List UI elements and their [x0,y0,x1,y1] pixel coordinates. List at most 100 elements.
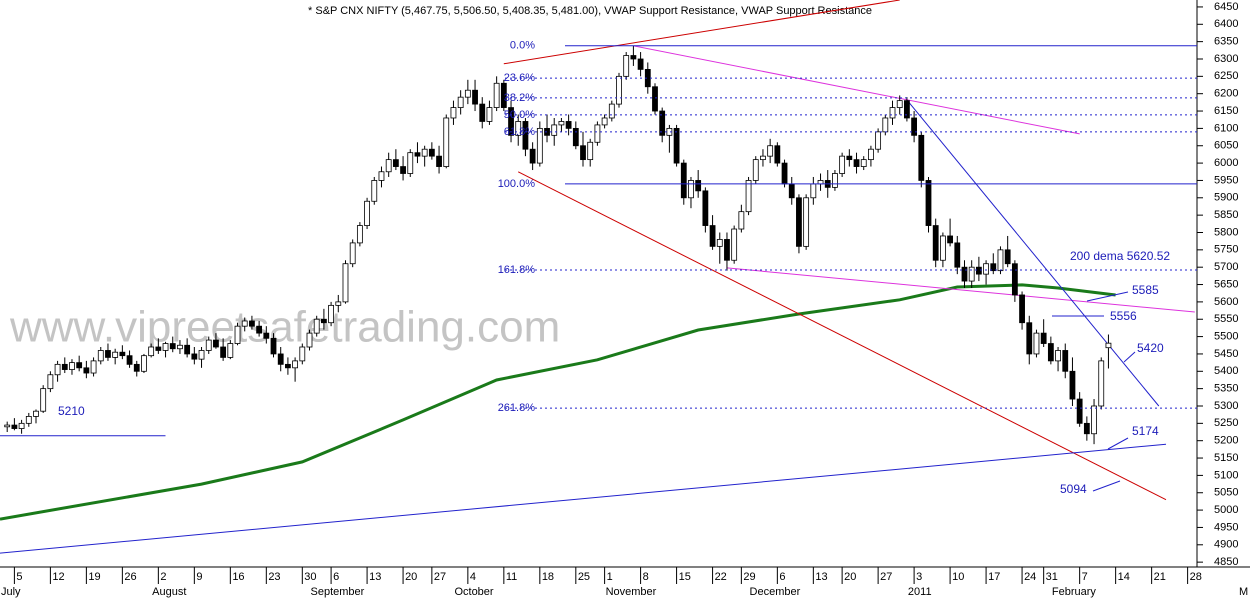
y-tick-label: 5900 [1214,192,1238,204]
candle-body [637,58,644,70]
candle-body [1047,343,1054,362]
candle-body [4,424,11,428]
candle-body [1011,263,1018,296]
candle-body [947,235,953,244]
candle-body [1069,370,1076,400]
candle-body [421,148,428,157]
y-tick-label: 5650 [1214,278,1238,290]
x-tick-label: 6 [333,571,339,583]
month-label: February [1052,586,1097,598]
candle-body [392,159,399,167]
y-tick-label: 5000 [1214,504,1238,516]
annotation: 5420 [1137,341,1164,355]
candle-body [414,152,421,157]
candle-body [40,388,47,412]
candle-body [299,346,306,362]
candle-body [788,183,795,199]
candle-body [536,127,543,164]
candle-body [954,242,961,268]
candle-body [47,374,54,390]
candle-body [198,350,205,360]
y-tick-label: 6050 [1214,140,1238,152]
candle-body [249,320,255,327]
candle-body [400,166,406,174]
x-tick-label: 21 [1154,571,1166,583]
candle-body [911,117,918,136]
candle-body [479,103,486,122]
y-tick-label: 6200 [1214,88,1238,100]
candle-body [1033,332,1040,355]
y-tick-label: 5050 [1214,487,1238,499]
candle-body [33,410,39,417]
x-tick-label: 20 [405,571,417,583]
candle-body [443,117,450,167]
candle-body [1076,398,1083,424]
candle-body [673,127,680,164]
candle-body [832,173,838,188]
candle-body [1004,249,1011,265]
candle-body [529,148,536,164]
x-tick-label: 14 [1118,571,1130,583]
y-tick-label: 5450 [1214,348,1238,360]
candle-body [752,159,759,181]
candle-body [61,363,68,370]
candle-body [990,263,997,272]
candle-body [839,155,846,174]
candle-body [133,363,140,372]
candle-body [1040,332,1047,344]
candle-body [515,121,522,136]
annotation: 5210 [58,404,85,418]
candle-body [472,89,478,105]
trend-line [0,443,1167,554]
x-tick-label: 28 [1190,571,1202,583]
candle-body [796,197,802,247]
candle-body [126,355,133,365]
y-tick-label: 4900 [1214,539,1238,551]
month-label: 2011 [908,586,932,598]
candle-body [601,117,608,126]
candle-body [328,304,334,324]
candle-body [184,344,191,355]
candle-body [407,152,414,174]
candle-body [227,343,234,358]
candle-body [932,225,939,261]
x-tick-label: 22 [715,571,727,583]
candle-body [436,155,442,167]
y-tick-label: 5850 [1214,209,1238,221]
x-tick-label: 20 [844,571,856,583]
candle-body [241,320,248,327]
x-tick-label: 5 [16,571,22,583]
month-label: September [311,586,365,598]
candle-body [868,148,874,161]
dema-line [0,283,1116,521]
candle-body [191,353,198,360]
candle-body [83,367,90,374]
candle-body [565,121,572,129]
candle-body [983,263,989,275]
candle-body [335,301,342,306]
x-tick-label: 16 [232,571,244,583]
y-tick-label: 5600 [1214,296,1238,308]
candle-body [925,180,932,226]
candle-body [177,344,183,350]
candle-body [364,200,370,226]
candle-body [702,190,709,226]
y-tick-label: 5300 [1214,400,1238,412]
candle-body [904,100,910,119]
candle-body [680,162,687,199]
x-tick-label: 1 [607,571,613,583]
y-tick-label: 5400 [1214,365,1238,377]
annotation: 5556 [1110,309,1137,323]
y-tick-label: 6000 [1214,157,1238,169]
candle-body [263,332,270,339]
annotation: 200 dema 5620.52 [1070,249,1170,263]
candle-body [97,350,104,362]
candle-body [213,339,219,348]
x-tick-label: 2 [160,571,166,583]
y-tick-label: 5500 [1214,330,1238,342]
candle-body [688,180,694,199]
candle-body [292,360,299,369]
fib-label: 161.8% [498,264,536,276]
candle-body [860,159,867,167]
